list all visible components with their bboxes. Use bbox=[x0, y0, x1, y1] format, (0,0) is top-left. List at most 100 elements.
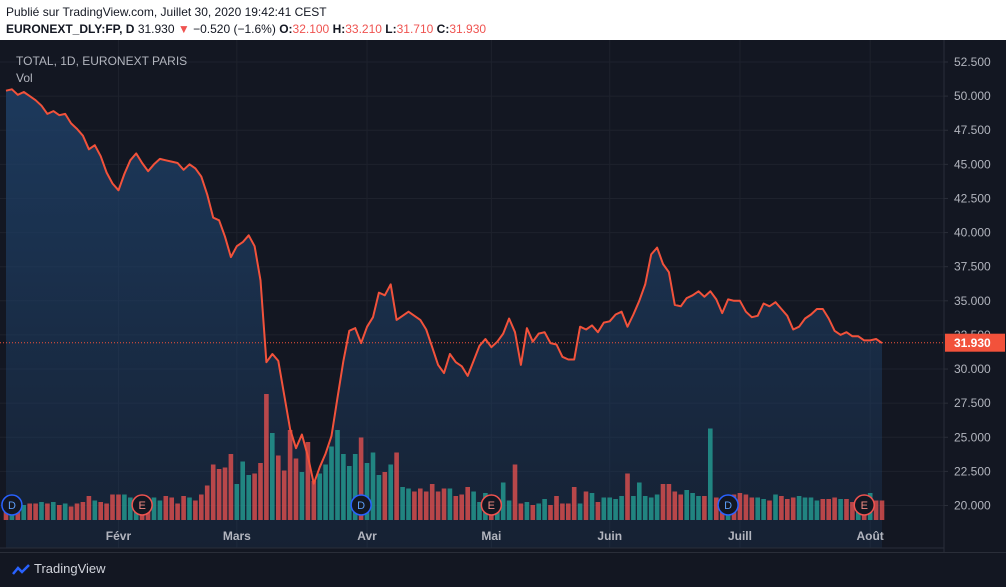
brand-text: TradingView bbox=[34, 561, 106, 576]
volume-bar bbox=[234, 484, 240, 520]
volume-bar bbox=[542, 499, 547, 520]
volume-bar bbox=[412, 491, 417, 520]
y-tick-label: 30.000 bbox=[954, 362, 991, 376]
volume-bar bbox=[175, 503, 180, 520]
volume-bar bbox=[459, 494, 464, 520]
volume-bar bbox=[512, 464, 518, 520]
volume-bar bbox=[335, 430, 340, 520]
volume-bar bbox=[169, 497, 174, 520]
volume-bar bbox=[293, 458, 299, 520]
event-marker-icon bbox=[853, 494, 875, 516]
volume-bar bbox=[110, 494, 115, 520]
volume-bar bbox=[216, 469, 222, 520]
high-value: 33.210 bbox=[345, 22, 382, 36]
volume-bar bbox=[518, 503, 524, 520]
volume-bar bbox=[631, 496, 636, 520]
event-marker-letter: E bbox=[861, 500, 868, 512]
volume-bar bbox=[447, 488, 453, 520]
price-chart[interactable]: D E D E D E 52.500 50.000 47.500 45.000 42.500 40.0… bbox=[0, 40, 1006, 552]
volume-bar bbox=[678, 494, 683, 520]
volume-bar bbox=[199, 494, 204, 520]
x-tick-label: Juill bbox=[728, 529, 752, 543]
y-tick-label: 20.000 bbox=[954, 499, 991, 513]
volume-bar bbox=[128, 497, 133, 520]
event-marker-icon bbox=[1, 494, 23, 516]
y-tick-label: 27.500 bbox=[954, 396, 991, 410]
y-tick-label: 52.500 bbox=[954, 55, 991, 69]
event-marker-icon bbox=[350, 494, 372, 516]
volume-bar bbox=[500, 482, 506, 520]
volume-bar bbox=[347, 466, 352, 520]
x-tick-label: Mai bbox=[481, 529, 501, 543]
volume-bar bbox=[394, 452, 399, 520]
volume-bar bbox=[33, 503, 38, 520]
event-marker-letter: D bbox=[724, 500, 732, 512]
volume-bar bbox=[210, 464, 216, 520]
volume-bar bbox=[737, 493, 743, 520]
low-value: 31.710 bbox=[396, 22, 434, 36]
volume-bar bbox=[400, 487, 405, 520]
volume-bar bbox=[441, 488, 447, 520]
volume-bar bbox=[341, 454, 346, 520]
volume-bar bbox=[86, 496, 92, 520]
volume-bar bbox=[270, 433, 275, 520]
volume-bar bbox=[122, 494, 127, 520]
open-label: O: bbox=[279, 22, 293, 36]
volume-bar bbox=[370, 452, 376, 520]
publish-info: Publié sur TradingView.com, Juillet 30, … bbox=[6, 5, 327, 19]
volume-bar bbox=[832, 497, 837, 520]
x-tick-label: Juin bbox=[597, 529, 622, 543]
volume-bar bbox=[352, 454, 358, 520]
volume-bar bbox=[566, 503, 571, 520]
volume-bar bbox=[281, 470, 287, 520]
volume-bar bbox=[696, 496, 701, 520]
volume-bar bbox=[637, 482, 642, 520]
volume-bar bbox=[435, 491, 441, 520]
volume-bar bbox=[749, 497, 755, 520]
volume-bar bbox=[264, 394, 269, 520]
volume-bar bbox=[708, 428, 713, 520]
volume-bar bbox=[619, 496, 624, 520]
volume-bar bbox=[453, 496, 459, 520]
volume-bar bbox=[151, 497, 157, 520]
x-tick-label: Avr bbox=[357, 529, 377, 543]
series-title: TOTAL, 1D, EURONEXT PARIS bbox=[16, 54, 188, 68]
volume-bar bbox=[382, 472, 388, 520]
volume-bar bbox=[589, 493, 595, 520]
volume-bar bbox=[524, 502, 530, 520]
volume-bar bbox=[672, 491, 678, 520]
volume-bar bbox=[240, 461, 245, 520]
volume-bar bbox=[276, 455, 281, 520]
volume-bar bbox=[607, 497, 612, 520]
event-marker-letter: D bbox=[8, 500, 16, 512]
volume-bar bbox=[773, 494, 778, 520]
volume-bar bbox=[157, 500, 163, 520]
volume-bar bbox=[755, 497, 760, 520]
y-tick-label: 42.500 bbox=[954, 191, 991, 205]
volume-bar bbox=[258, 463, 263, 520]
volume-bar bbox=[879, 500, 885, 520]
last-price: 31.930 bbox=[137, 22, 175, 36]
volume-bar bbox=[80, 502, 86, 520]
volume-bar bbox=[57, 505, 62, 520]
ohlc-bar: EURONEXT_DLY:FP, D 31.930 ▼ −0.520 (−1.6… bbox=[6, 22, 486, 36]
volume-bar bbox=[660, 484, 666, 520]
volume-bar bbox=[613, 499, 618, 520]
volume-bar bbox=[779, 496, 784, 520]
volume-bar bbox=[62, 503, 68, 520]
down-arrow-icon: ▼ bbox=[177, 22, 190, 36]
volume-bar bbox=[246, 475, 251, 520]
y-tick-label: 45.000 bbox=[954, 157, 991, 171]
volume-bar bbox=[252, 473, 257, 520]
y-tick-label: 50.000 bbox=[954, 89, 991, 103]
volume-bar bbox=[92, 500, 98, 520]
volume-bar bbox=[844, 499, 849, 520]
volume-bar bbox=[826, 499, 831, 520]
volume-bar bbox=[364, 463, 370, 520]
open-value: 32.100 bbox=[292, 22, 330, 36]
volume-bar bbox=[323, 464, 328, 520]
y-tick-label: 22.500 bbox=[954, 464, 991, 478]
tradingview-logo[interactable]: TradingView bbox=[12, 561, 106, 576]
volume-bar bbox=[98, 502, 103, 520]
volume-bar bbox=[477, 502, 482, 520]
